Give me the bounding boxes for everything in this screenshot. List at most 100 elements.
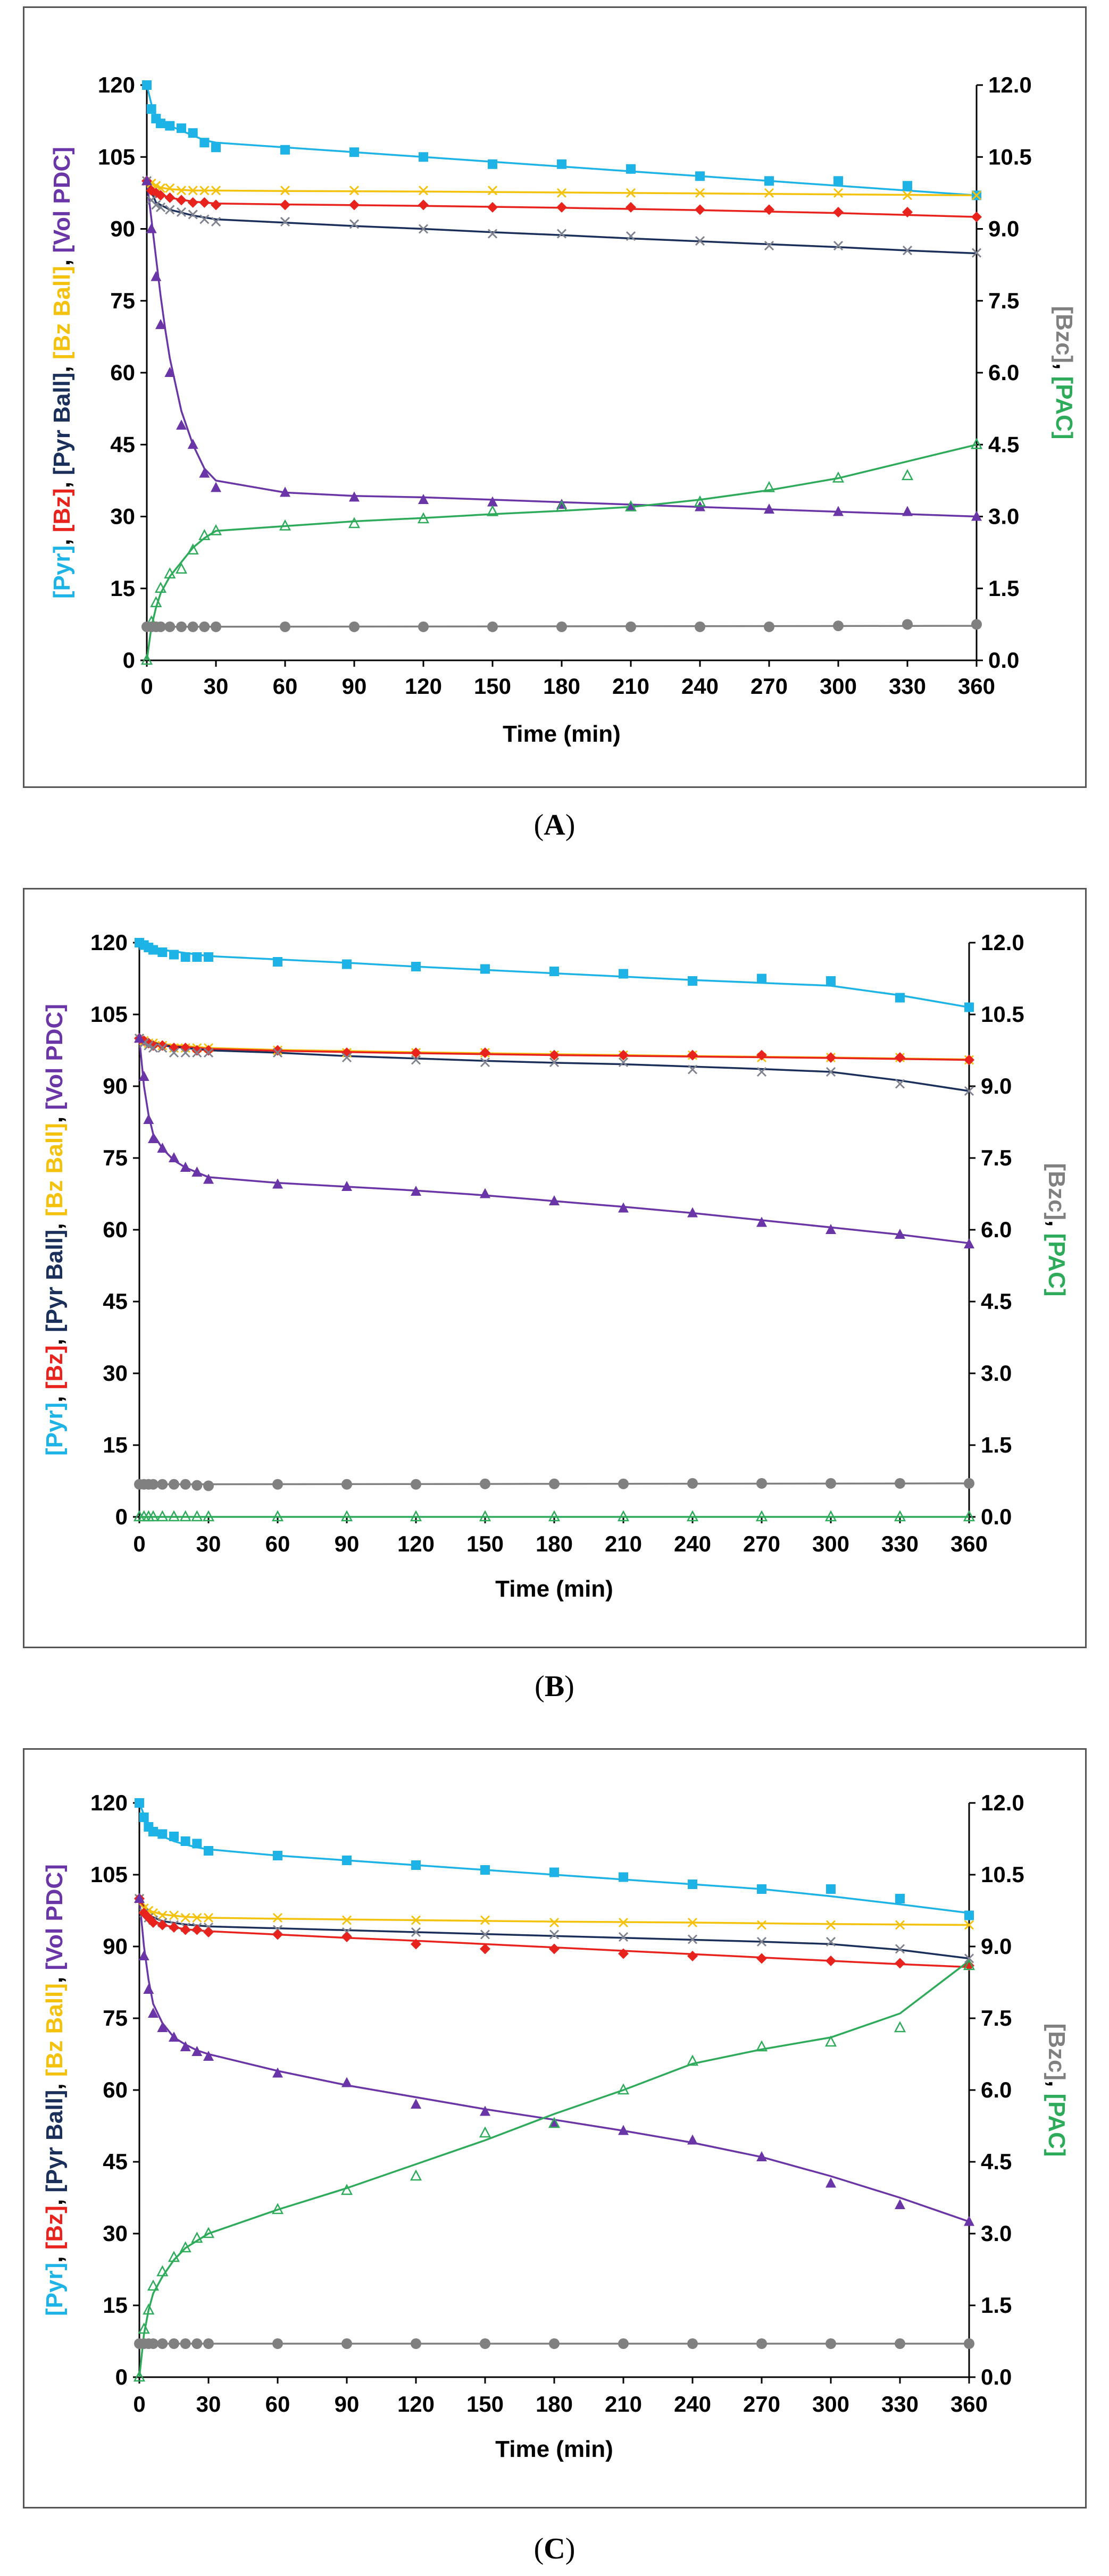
x-tick-label: 270	[751, 674, 788, 699]
point-bz-ball	[556, 188, 567, 198]
y2-axis-label: [Bzc], [PAC]	[1051, 306, 1077, 440]
point-bz-ball	[487, 186, 498, 196]
point-bz	[199, 197, 210, 208]
point-vol-pdc	[203, 2051, 214, 2061]
point-bz	[971, 211, 982, 222]
point-pyr-ball	[176, 207, 187, 217]
point-pyr	[342, 959, 352, 969]
point-vol-pdc	[141, 175, 152, 186]
point-pac	[168, 1510, 180, 1522]
point-pyr-ball	[964, 1086, 974, 1096]
fit-line-pyr	[139, 942, 970, 1009]
point-vol-pdc	[143, 1114, 154, 1124]
y2-tick-label: 6.0	[981, 2077, 1012, 2102]
point-pyr-ball	[157, 1043, 168, 1053]
x-tick-label: 120	[405, 674, 442, 699]
y2-tick-label: 7.5	[981, 1145, 1012, 1170]
point-vol-pdc	[687, 1207, 698, 1218]
y-axis-label-part: [Pyr]	[41, 1403, 68, 1456]
point-pyr-ball	[549, 1929, 560, 1940]
point-pyr	[169, 950, 179, 960]
x-tick-label: 120	[397, 1531, 435, 1556]
point-pac	[191, 1510, 203, 1522]
y-axis-label-part: [Pyr Ball]	[41, 2090, 68, 2193]
point-pac	[271, 2203, 284, 2214]
point-pac	[763, 481, 776, 492]
x-tick-label: 210	[612, 674, 649, 699]
point-pac	[348, 517, 361, 528]
point-vol-pdc	[143, 1984, 154, 1994]
y2-axis-label-part: ,	[1044, 2080, 1070, 2093]
fit-line-pyr-ball	[139, 1037, 970, 1092]
point-bz	[826, 1052, 836, 1063]
point-bz-ball	[188, 186, 198, 196]
point-pyr-ball	[826, 1067, 836, 1077]
point-pac	[479, 2126, 491, 2138]
point-pyr-ball	[411, 1055, 421, 1065]
point-pyr	[211, 142, 221, 153]
point-pac	[963, 1959, 975, 1970]
point-pyr	[135, 1798, 144, 1808]
point-pyr-ball	[756, 1067, 767, 1077]
point-pyr	[688, 1879, 697, 1889]
y-axis-label-part: ,	[49, 532, 75, 545]
point-vol-pdc	[764, 503, 774, 514]
y-axis-label-part: ,	[41, 1332, 68, 1345]
point-pyr-ball	[826, 1936, 836, 1947]
y-axis-label-part: [Pyr Ball]	[49, 373, 75, 475]
point-bzc	[157, 1479, 168, 1490]
point-bzc	[971, 619, 982, 630]
y-tick-label: 90	[110, 216, 135, 241]
point-pyr	[833, 176, 843, 186]
point-pac	[686, 2054, 699, 2066]
panel-b-letter: B	[544, 1670, 565, 1703]
point-vol-pdc	[272, 1178, 283, 1189]
point-bz-ball	[764, 188, 774, 198]
y-tick-label: 75	[103, 1145, 128, 1170]
y-tick-label: 90	[103, 1934, 128, 1959]
x-tick-label: 240	[681, 674, 719, 699]
x-tick-label: 30	[196, 1531, 221, 1556]
point-vol-pdc	[964, 1238, 974, 1248]
point-bz-ball	[272, 1912, 283, 1923]
y-tick-label: 75	[110, 288, 135, 313]
y2-tick-label: 7.5	[988, 288, 1019, 313]
y2-tick-label: 12.0	[988, 72, 1032, 97]
point-pac	[175, 563, 188, 574]
point-pac	[156, 1510, 169, 1522]
point-pyr-ball	[687, 1934, 698, 1944]
x-tick-label: 180	[536, 1531, 573, 1556]
y2-axis-label-part: [PAC]	[1051, 376, 1077, 440]
point-bzc	[272, 2338, 283, 2349]
point-bz	[280, 199, 290, 211]
point-pyr-ball	[833, 240, 844, 251]
point-pac	[198, 528, 211, 540]
point-bz	[764, 204, 774, 215]
x-tick-label: 330	[889, 674, 926, 699]
point-bz	[203, 1927, 214, 1937]
point-bz-ball	[341, 1915, 352, 1925]
point-bz	[902, 206, 913, 217]
point-bz-ball	[756, 1920, 767, 1930]
plot-area	[133, 938, 975, 1522]
x-tick-label: 270	[743, 2392, 780, 2416]
y-axis-label-part: ,	[49, 359, 75, 372]
point-bzc	[211, 621, 221, 632]
y-axis-label-part: ,	[41, 2193, 68, 2205]
point-pyr-ball	[180, 1047, 190, 1058]
point-vol-pdc	[902, 506, 913, 516]
point-bz-ball	[971, 190, 982, 200]
point-pac	[963, 1510, 975, 1522]
panel-a-letter: A	[544, 809, 565, 842]
x-tick-label: 60	[265, 1531, 290, 1556]
point-vol-pdc	[480, 1188, 490, 1198]
x-tick-label: 210	[605, 1531, 642, 1556]
point-pyr	[349, 147, 359, 157]
point-pyr	[342, 1856, 352, 1865]
point-bz	[418, 199, 429, 211]
point-bz-ball	[180, 1912, 190, 1923]
point-bzc	[418, 621, 429, 632]
point-pac	[202, 2227, 215, 2238]
x-tick-label: 240	[674, 2392, 711, 2416]
y2-axis-label: [Bzc], [PAC]	[1044, 1163, 1070, 1297]
